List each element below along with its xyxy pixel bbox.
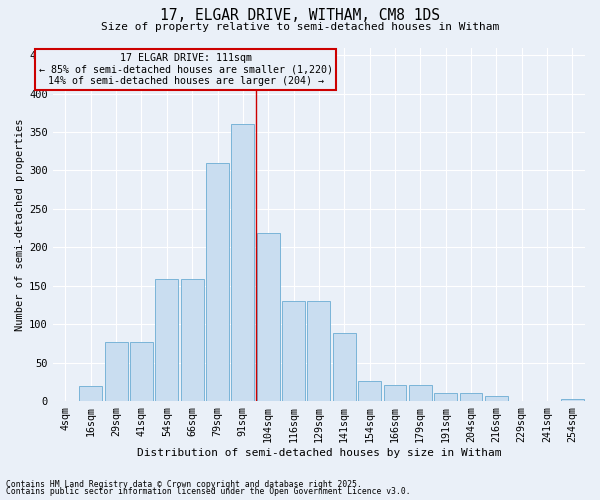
Bar (409, 385, 431, 401)
Text: Size of property relative to semi-detached houses in Witham: Size of property relative to semi-detach… (101, 22, 499, 32)
Bar (307, 301, 330, 401)
Y-axis label: Number of semi-detached properties: Number of semi-detached properties (15, 118, 25, 330)
Bar (232, 124, 254, 401)
Bar (434, 392, 457, 401)
X-axis label: Distribution of semi-detached houses by size in Witham: Distribution of semi-detached houses by … (137, 448, 501, 458)
Bar (181, 279, 203, 401)
Bar (561, 399, 584, 401)
Bar (105, 342, 128, 401)
Bar (485, 396, 508, 401)
Bar (383, 385, 406, 401)
Bar (358, 381, 381, 401)
Bar (155, 279, 178, 401)
Text: 17, ELGAR DRIVE, WITHAM, CM8 1DS: 17, ELGAR DRIVE, WITHAM, CM8 1DS (160, 8, 440, 22)
Bar (333, 334, 356, 401)
Text: Contains HM Land Registry data © Crown copyright and database right 2025.: Contains HM Land Registry data © Crown c… (6, 480, 362, 489)
Bar (79, 386, 102, 401)
Bar (206, 163, 229, 401)
Bar (282, 301, 305, 401)
Bar (460, 392, 482, 401)
Text: 17 ELGAR DRIVE: 111sqm
← 85% of semi-detached houses are smaller (1,220)
14% of : 17 ELGAR DRIVE: 111sqm ← 85% of semi-det… (39, 53, 333, 86)
Bar (257, 232, 280, 401)
Text: Contains public sector information licensed under the Open Government Licence v3: Contains public sector information licen… (6, 487, 410, 496)
Bar (130, 342, 153, 401)
